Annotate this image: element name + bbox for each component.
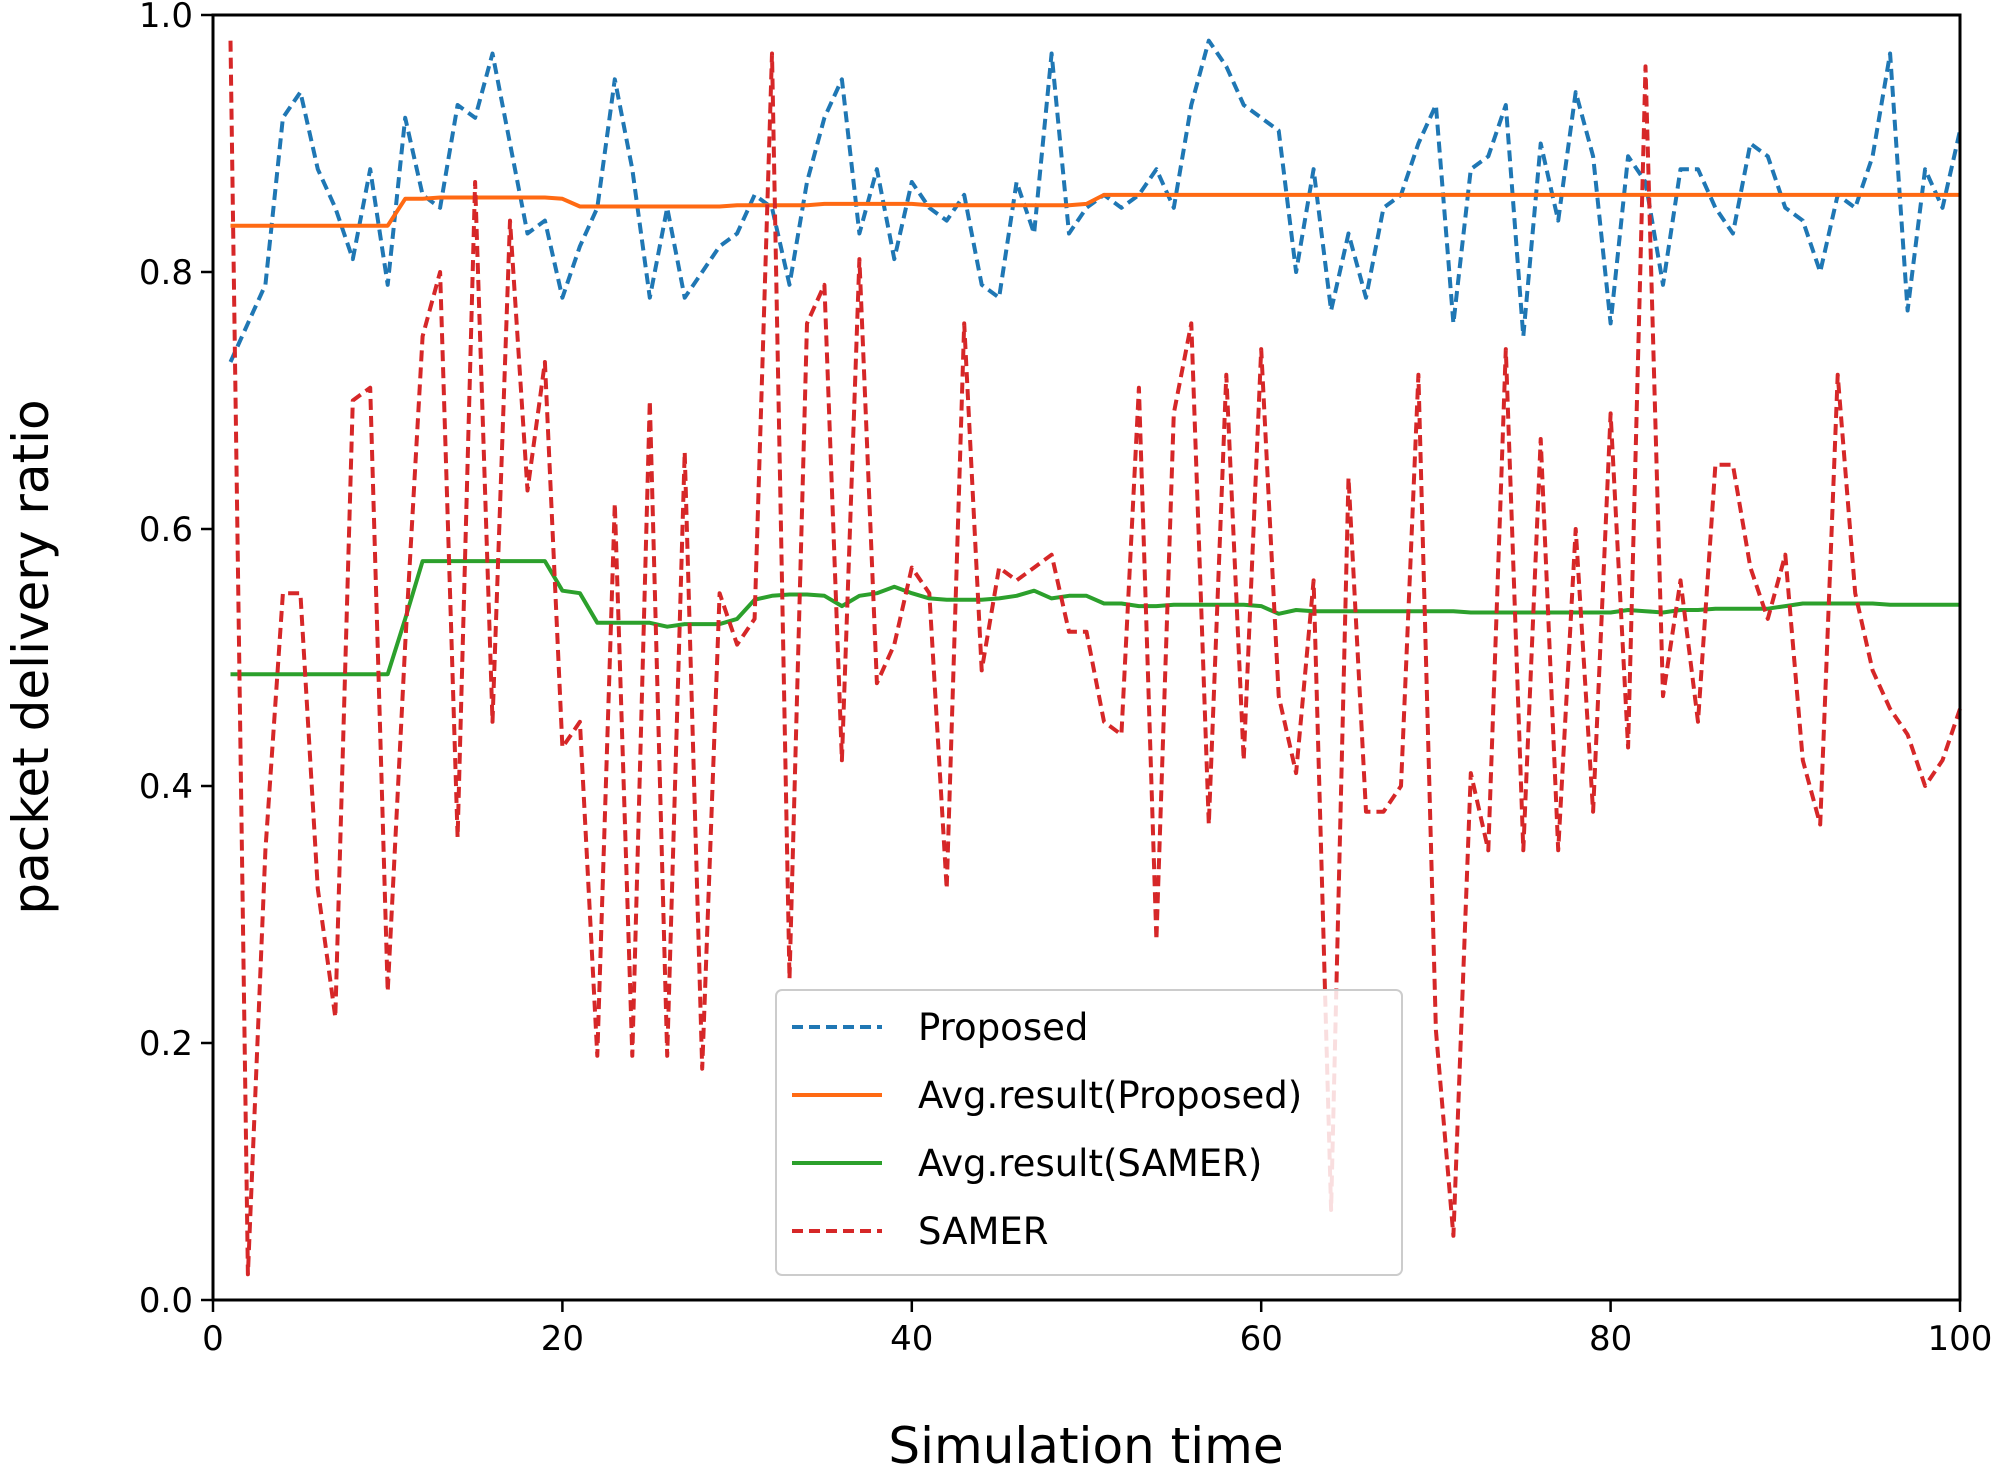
legend-label-0: Proposed	[918, 1006, 1088, 1049]
x-tick-label: 60	[1240, 1319, 1283, 1359]
x-tick-label: 0	[202, 1319, 224, 1359]
y-axis: 0.0 0.2 0.4 0.6 0.8 1.0	[139, 0, 213, 1321]
y-tick-label: 0.6	[139, 510, 193, 550]
x-tick-label: 80	[1589, 1319, 1632, 1359]
y-axis-title: packet delivery ratio	[2, 399, 60, 914]
x-tick-label: 20	[541, 1319, 584, 1359]
series-line-2	[230, 559, 1960, 677]
legend-label-1: Avg.result(Proposed)	[918, 1074, 1302, 1117]
legend-box	[775, 989, 1403, 1276]
series-layer	[228, 38, 1962, 1277]
series-line-3	[228, 40, 1962, 1277]
y-tick-label: 0.2	[139, 1024, 193, 1064]
legend-label-2: Avg.result(SAMER)	[918, 1142, 1262, 1185]
y-tick-label: 0.4	[139, 767, 193, 807]
y-tick-label: 1.0	[139, 0, 193, 36]
plot-frame	[211, 13, 1962, 1302]
x-axis: 0 20 40 60 80 100	[202, 1300, 1992, 1359]
legend-label-3: SAMER	[918, 1210, 1049, 1253]
series-line-1	[230, 192, 1960, 228]
x-tick-label: 100	[1928, 1319, 1993, 1359]
x-axis-title: Simulation time	[888, 1417, 1283, 1468]
y-tick-label: 0.8	[139, 253, 193, 293]
legend: Proposed Avg.result(Proposed) Avg.result(S…	[775, 989, 1403, 1276]
y-tick-label: 0.0	[139, 1281, 193, 1321]
x-tick-label: 40	[890, 1319, 933, 1359]
